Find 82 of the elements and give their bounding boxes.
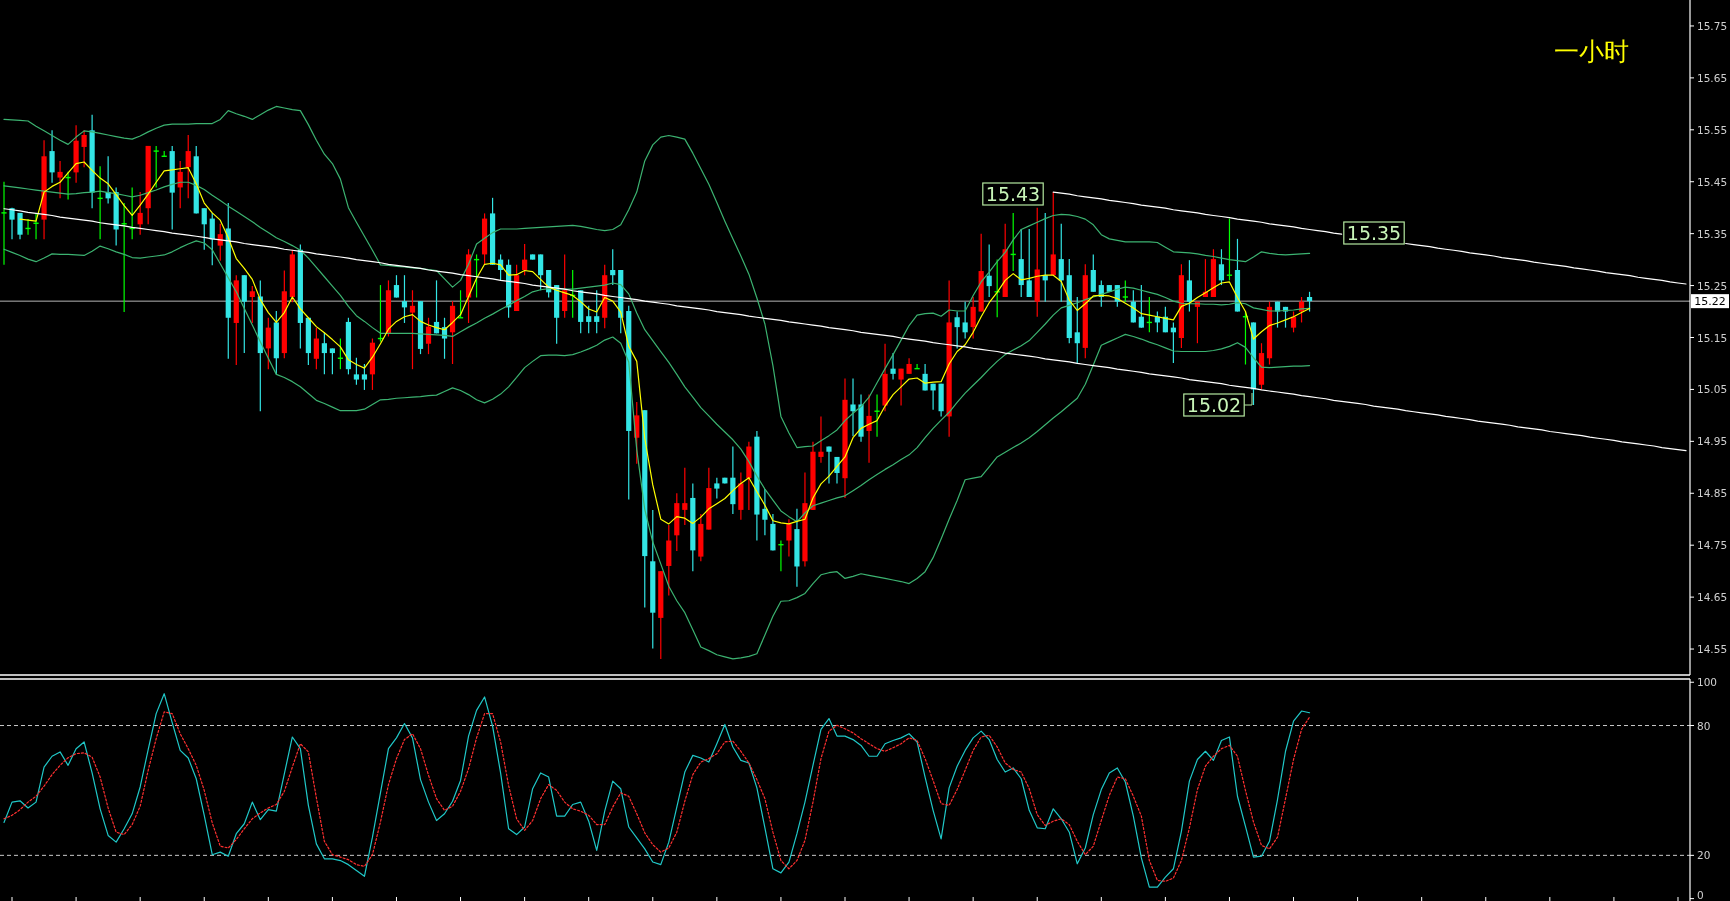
candlestick xyxy=(1186,259,1193,313)
candlestick xyxy=(1218,248,1225,286)
candlestick xyxy=(393,274,400,299)
y-tick-label: 14.75 xyxy=(1697,539,1728,552)
candlestick xyxy=(954,310,960,349)
candlestick xyxy=(425,317,432,355)
y-tick-label: 20 xyxy=(1697,849,1711,862)
annotation: 15.02 xyxy=(1183,392,1253,417)
candlestick xyxy=(714,477,720,500)
y-tick-label: 15.55 xyxy=(1697,123,1728,136)
candlestick xyxy=(137,191,143,236)
candlestick xyxy=(217,223,223,262)
line-series xyxy=(3,208,1687,452)
candlestick xyxy=(329,347,335,375)
candlestick xyxy=(153,145,159,189)
y-tick-label: 14.55 xyxy=(1697,643,1728,656)
candlestick xyxy=(834,456,840,484)
candlestick xyxy=(249,285,255,324)
y-tick-label: 15.35 xyxy=(1697,227,1728,240)
candlestick xyxy=(682,467,688,526)
y-tick-label: 80 xyxy=(1697,719,1711,732)
candlestick xyxy=(522,243,528,276)
y-tick-label: 15.75 xyxy=(1697,19,1728,32)
y-tick-label: 15.45 xyxy=(1697,175,1728,188)
candlestick xyxy=(9,207,15,240)
annotation: 15.02 xyxy=(1186,394,1242,416)
y-tick-label: 14.95 xyxy=(1697,435,1728,448)
text: 一小时 xyxy=(1553,37,1629,66)
candlestick xyxy=(185,134,191,199)
candlestick xyxy=(201,207,207,251)
candlestick xyxy=(866,394,872,464)
candlestick xyxy=(1058,223,1064,303)
candlestick xyxy=(1226,218,1233,281)
candlestick xyxy=(786,518,792,558)
candlestick xyxy=(538,253,544,291)
candlestick xyxy=(970,296,976,340)
candlestick xyxy=(562,253,568,319)
candlestick xyxy=(361,363,368,391)
line-series xyxy=(3,240,1311,660)
y-tick-label: 15.65 xyxy=(1697,71,1728,84)
candlestick xyxy=(353,357,360,386)
y-tick-label: 15.25 xyxy=(1697,279,1728,292)
y-tick-label: 15.05 xyxy=(1697,383,1728,396)
candlestick xyxy=(57,160,63,199)
candlestick xyxy=(826,445,832,484)
candlestick xyxy=(1090,253,1096,293)
candlestick xyxy=(1290,310,1297,333)
candlestick xyxy=(265,317,271,370)
candlestick xyxy=(17,212,23,240)
candlestick xyxy=(850,377,856,437)
candlestick xyxy=(401,274,408,324)
y-tick-label: 100 xyxy=(1697,676,1718,689)
candlestick xyxy=(1,181,7,266)
y-tick-label: 15.15 xyxy=(1697,331,1728,344)
annotation: 15.35 xyxy=(1343,221,1405,245)
candlestick xyxy=(313,327,319,370)
candlestick xyxy=(986,243,992,298)
candlestick xyxy=(321,331,327,375)
ref-line-label: 15.22 xyxy=(1694,295,1726,309)
candlestick xyxy=(610,248,616,286)
annotation: 15.43 xyxy=(982,182,1044,206)
candlestick xyxy=(818,415,824,464)
candlestick xyxy=(1026,228,1032,298)
line-series xyxy=(3,105,1311,449)
candlestick xyxy=(81,129,87,168)
candlestick xyxy=(1122,279,1128,303)
candlestick xyxy=(1050,191,1056,276)
candlestick xyxy=(762,488,768,536)
candlestick xyxy=(922,363,928,392)
candlestick xyxy=(49,129,55,184)
candlestick xyxy=(1138,284,1144,329)
y-tick-label: 14.65 xyxy=(1697,591,1728,604)
y-tick-label: 0 xyxy=(1697,889,1704,901)
candlestick xyxy=(1306,291,1313,313)
y-tick-label: 14.85 xyxy=(1697,487,1728,500)
candlestick xyxy=(898,368,904,407)
candlestick xyxy=(962,301,968,340)
candlestick xyxy=(890,352,896,381)
candlestick xyxy=(1074,296,1080,364)
candlestick xyxy=(586,305,592,334)
candlestick xyxy=(409,289,416,370)
candlestick xyxy=(594,289,600,334)
